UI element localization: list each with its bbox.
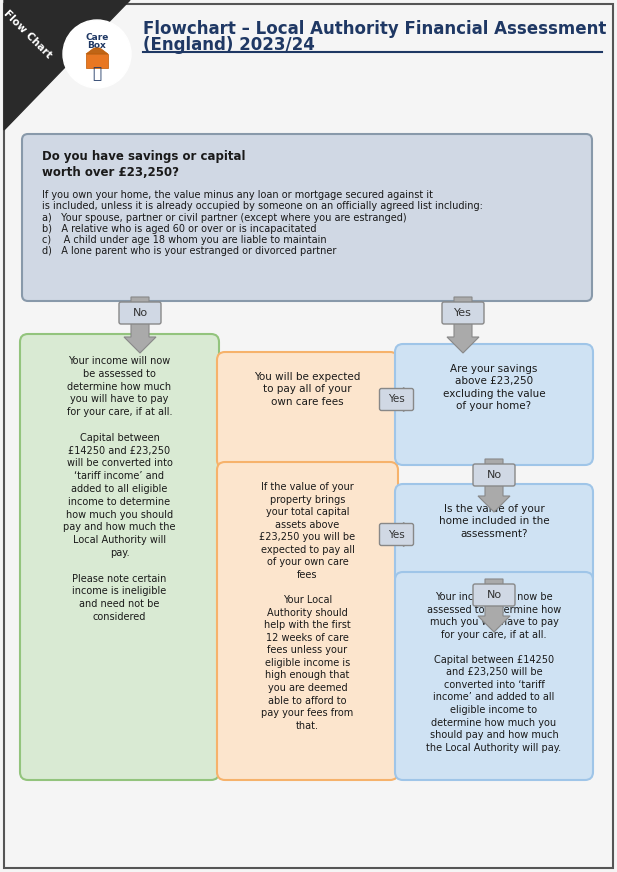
- FancyBboxPatch shape: [395, 484, 593, 585]
- Text: is included, unless it is already occupied by someone on an officially agreed li: is included, unless it is already occupi…: [42, 201, 483, 211]
- FancyBboxPatch shape: [217, 462, 398, 780]
- Text: Box: Box: [88, 42, 106, 51]
- Polygon shape: [390, 387, 404, 412]
- FancyBboxPatch shape: [20, 334, 219, 780]
- Polygon shape: [390, 522, 404, 547]
- Circle shape: [63, 20, 131, 88]
- Text: d)   A lone parent who is your estranged or divorced partner: d) A lone parent who is your estranged o…: [42, 246, 336, 256]
- Text: Your income will now
be assessed to
determine how much
you will have to pay
for : Your income will now be assessed to dete…: [64, 356, 176, 622]
- Text: Yes: Yes: [454, 308, 472, 318]
- Text: Flowchart – Local Authority Financial Assessment: Flowchart – Local Authority Financial As…: [143, 20, 607, 38]
- Text: Yes: Yes: [388, 394, 405, 405]
- FancyBboxPatch shape: [395, 572, 593, 780]
- Text: Care: Care: [85, 33, 109, 43]
- Text: No: No: [486, 590, 502, 600]
- Text: Is the value of your
home included in the
assessment?: Is the value of your home included in th…: [439, 504, 549, 539]
- Text: No: No: [133, 308, 147, 318]
- FancyBboxPatch shape: [4, 4, 613, 868]
- Text: Do you have savings or capital
worth over £23,250?: Do you have savings or capital worth ove…: [42, 150, 246, 179]
- Text: 🤲: 🤲: [93, 66, 102, 81]
- Text: Your income will now be
assessed to determine how
much you will have to pay
for : Your income will now be assessed to dete…: [426, 592, 561, 753]
- Polygon shape: [86, 54, 108, 68]
- Polygon shape: [447, 297, 479, 353]
- Text: (England) 2023/24: (England) 2023/24: [143, 36, 315, 54]
- Text: You will be expected
to pay all of your
own care fees: You will be expected to pay all of your …: [254, 372, 361, 407]
- Text: No: No: [486, 470, 502, 480]
- Polygon shape: [478, 459, 510, 512]
- Polygon shape: [124, 297, 156, 353]
- Text: Flow Chart: Flow Chart: [2, 8, 54, 60]
- Text: b)   A relative who is aged 60 or over or is incapacitated: b) A relative who is aged 60 or over or …: [42, 224, 317, 234]
- Text: Yes: Yes: [388, 529, 405, 540]
- Text: If you own your home, the value minus any loan or mortgage secured against it: If you own your home, the value minus an…: [42, 190, 433, 200]
- FancyBboxPatch shape: [379, 389, 413, 411]
- FancyBboxPatch shape: [473, 584, 515, 606]
- FancyBboxPatch shape: [217, 352, 398, 468]
- FancyBboxPatch shape: [379, 523, 413, 546]
- FancyBboxPatch shape: [395, 344, 593, 465]
- Text: a)   Your spouse, partner or civil partner (except where you are estranged): a) Your spouse, partner or civil partner…: [42, 213, 407, 223]
- Polygon shape: [4, 0, 130, 130]
- FancyBboxPatch shape: [473, 464, 515, 486]
- FancyBboxPatch shape: [119, 302, 161, 324]
- Polygon shape: [478, 579, 510, 632]
- Text: If the value of your
property brings
your total capital
assets above
£23,250 you: If the value of your property brings you…: [259, 482, 355, 731]
- Polygon shape: [86, 48, 108, 54]
- FancyBboxPatch shape: [442, 302, 484, 324]
- Text: Are your savings
above £23,250
excluding the value
of your home?: Are your savings above £23,250 excluding…: [442, 364, 545, 412]
- FancyBboxPatch shape: [22, 134, 592, 301]
- Text: c)    A child under age 18 whom you are liable to maintain: c) A child under age 18 whom you are lia…: [42, 235, 326, 245]
